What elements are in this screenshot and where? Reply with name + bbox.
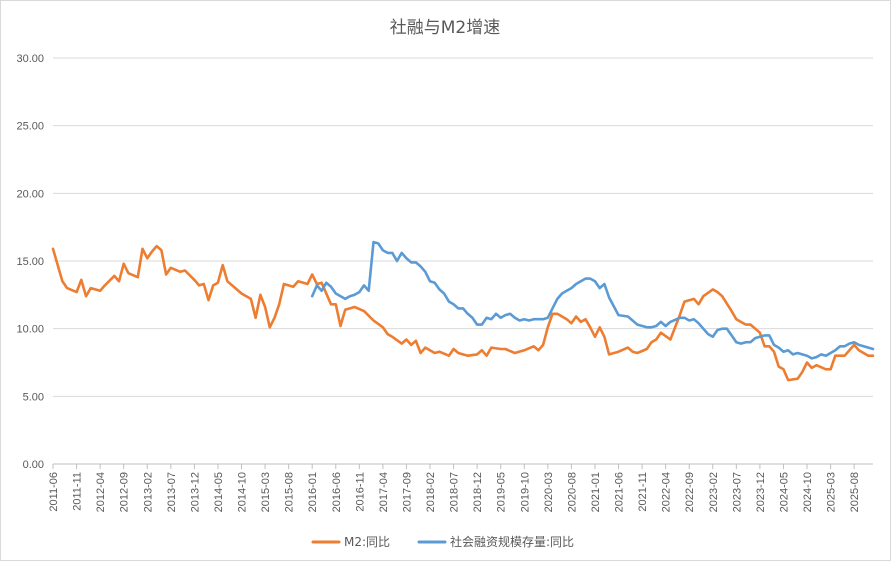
x-tick-label: 2011-06 [48, 472, 60, 512]
x-tick-label: 2024-10 [802, 472, 814, 512]
x-tick-label: 2016-06 [331, 472, 343, 512]
y-tick-label: 15.00 [16, 256, 44, 268]
x-axis-tick-labels: 2011-06 2011-11 2012-04 2012-09 2013-02 2013-… [48, 464, 861, 512]
gridlines [53, 57, 873, 465]
y-axis-tick-labels: 0.00 5.00 10.00 15.00 20.00 25.00 30.00 [16, 53, 44, 471]
x-tick-label: 2019-10 [519, 472, 531, 512]
series-line-1 [51, 244, 875, 382]
series-line-2 [310, 240, 875, 360]
x-tick-label: 2018-12 [472, 472, 484, 512]
x-tick-label: 2025-08 [849, 472, 861, 512]
x-tick-label: 2013-02 [142, 472, 154, 512]
x-tick-label: 2025-03 [826, 472, 838, 512]
y-tick-label: 20.00 [16, 188, 44, 200]
x-tick-label: 2014-10 [237, 472, 249, 512]
x-tick-label: 2012-04 [95, 472, 107, 512]
x-tick-label: 2019-05 [496, 472, 508, 512]
x-tick-label: 2013-07 [166, 472, 178, 512]
chart-title: 社融与M2增速 [390, 18, 500, 38]
x-tick-label: 2013-12 [189, 472, 201, 512]
x-tick-label: 2023-07 [731, 472, 743, 512]
x-tick-label: 2022-09 [684, 472, 696, 512]
x-tick-label: 2023-12 [755, 472, 767, 512]
x-tick-label: 2011-11 [72, 472, 84, 511]
x-tick-label: 2016-11 [354, 472, 366, 512]
legend-label-2: 社会融资规模存量:同比 [450, 534, 574, 549]
x-tick-label: 2020-08 [566, 472, 578, 512]
x-tick-label: 2015-08 [284, 472, 296, 512]
x-tick-label: 2021-01 [590, 472, 602, 512]
x-tick-label: 2021-06 [614, 472, 626, 512]
x-tick-label: 2012-09 [119, 472, 131, 512]
x-tick-label: 2024-05 [778, 472, 790, 512]
legend: M2:同比 社会融资规模存量:同比 [311, 534, 574, 549]
x-tick-label: 2021-11 [637, 472, 649, 512]
y-tick-label: 0.00 [23, 459, 44, 471]
x-tick-label: 2018-02 [425, 472, 437, 512]
x-tick-label: 2017-09 [401, 472, 413, 512]
x-tick-label: 2023-02 [708, 472, 720, 512]
y-tick-label: 25.00 [16, 121, 44, 133]
legend-label-1: M2:同比 [344, 535, 390, 549]
x-tick-label: 2015-03 [260, 472, 272, 512]
x-tick-label: 2018-07 [449, 472, 461, 512]
series-lines [51, 240, 875, 382]
y-tick-label: 30.00 [16, 53, 44, 65]
y-tick-label: 5.00 [23, 391, 44, 403]
x-tick-label: 2017-04 [378, 472, 390, 512]
x-tick-label: 2016-01 [307, 472, 319, 512]
y-tick-label: 10.00 [16, 324, 44, 336]
x-tick-label: 2022-04 [661, 472, 673, 512]
x-tick-label: 2014-05 [213, 472, 225, 512]
x-tick-label: 2020-03 [543, 472, 555, 512]
